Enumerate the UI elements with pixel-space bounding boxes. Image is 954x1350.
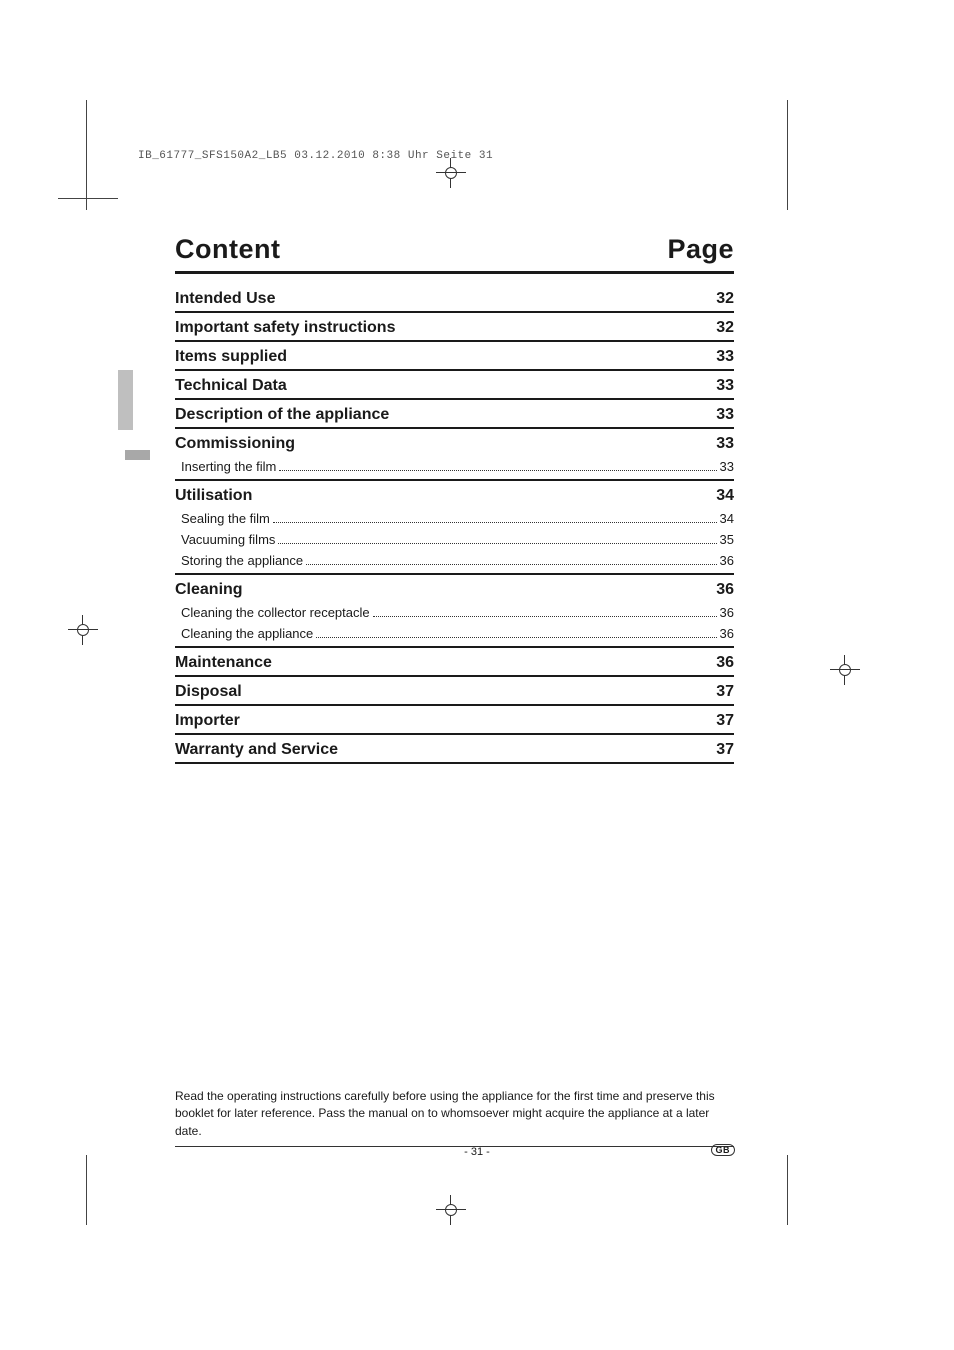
toc-section-page: 33 xyxy=(716,435,734,453)
registration-mark-icon xyxy=(436,158,466,188)
registration-mark-icon xyxy=(436,1195,466,1225)
toc-section-label: Important safety instructions xyxy=(175,319,395,337)
crop-mark xyxy=(787,1155,788,1225)
toc-section-page: 37 xyxy=(716,712,734,730)
page-number: - 31 - xyxy=(0,1146,954,1158)
toc-section-label: Technical Data xyxy=(175,377,287,395)
toc-sub-page: 36 xyxy=(720,626,734,641)
toc-body: Intended Use32Important safety instructi… xyxy=(175,284,734,764)
toc-section-label: Cleaning xyxy=(175,581,243,599)
toc-section-row: Commissioning 33 xyxy=(175,429,734,456)
toc-title-row: Content Page xyxy=(175,234,734,274)
toc-sub-page: 33 xyxy=(720,459,734,474)
toc-section-row: Intended Use 32 xyxy=(175,284,734,313)
toc-section-label: Description of the appliance xyxy=(175,406,389,424)
toc-sub-label: Sealing the film xyxy=(181,511,270,526)
toc-title-left: Content xyxy=(175,234,280,265)
toc-sub-label: Cleaning the appliance xyxy=(181,626,313,641)
registration-mark-icon xyxy=(68,615,98,645)
toc-section-page: 33 xyxy=(716,377,734,395)
toc-leader-dots xyxy=(278,543,716,544)
toc-sub-page: 34 xyxy=(720,511,734,526)
toc-sub-row: Sealing the film 34 xyxy=(175,508,734,529)
toc-sub-page: 36 xyxy=(720,553,734,568)
toc-sub-label: Cleaning the collector receptacle xyxy=(181,605,370,620)
toc-section-row: Disposal 37 xyxy=(175,677,734,706)
crop-mark xyxy=(58,198,118,199)
toc-section-label: Disposal xyxy=(175,683,242,701)
toc-section-with-subs: Utilisation 34 Sealing the film 34 Vacuuming… xyxy=(175,481,734,575)
toc-section-label: Intended Use xyxy=(175,290,275,308)
thumb-tab xyxy=(125,450,150,460)
print-header-info: IB_61777_SFS150A2_LB5 03.12.2010 8:38 Uh… xyxy=(138,150,493,162)
toc-section-page: 37 xyxy=(716,741,734,759)
toc-leader-dots xyxy=(373,616,717,617)
toc-section-page: 32 xyxy=(716,319,734,337)
toc-section-label: Maintenance xyxy=(175,654,272,672)
toc-sub-row: Cleaning the appliance 36 xyxy=(175,623,734,644)
footer-note: Read the operating instructions carefull… xyxy=(175,1088,734,1147)
toc-title-right: Page xyxy=(667,234,734,265)
toc-section-row: Utilisation 34 xyxy=(175,481,734,508)
toc-section-row: Description of the appliance 33 xyxy=(175,400,734,429)
toc-sub-label: Vacuuming films xyxy=(181,532,275,547)
toc-section-label: Importer xyxy=(175,712,240,730)
toc-section-page: 34 xyxy=(716,487,734,505)
toc-section-page: 33 xyxy=(716,348,734,366)
toc-section-row: Cleaning 36 xyxy=(175,575,734,602)
toc-section-row: Warranty and Service 37 xyxy=(175,735,734,764)
toc-leader-dots xyxy=(273,522,717,523)
toc-sub-label: Storing the appliance xyxy=(181,553,303,568)
toc-section-with-subs: Cleaning36Cleaning the collector recepta… xyxy=(175,575,734,648)
toc-section-row: Items supplied 33 xyxy=(175,342,734,371)
toc-section-label: Commissioning xyxy=(175,435,295,453)
toc-section-row: Maintenance 36 xyxy=(175,648,734,677)
toc-section-page: 32 xyxy=(716,290,734,308)
toc-leader-dots xyxy=(306,564,716,565)
toc-section-label: Warranty and Service xyxy=(175,741,338,759)
thumb-tab xyxy=(118,370,133,430)
toc-section-page: 37 xyxy=(716,683,734,701)
toc-section-label: Items supplied xyxy=(175,348,287,366)
toc-sub-row: Cleaning the collector receptacle 36 xyxy=(175,602,734,623)
toc-sub-page: 36 xyxy=(720,605,734,620)
crop-mark xyxy=(86,100,87,210)
crop-mark xyxy=(86,1155,87,1225)
toc-section-with-subs: Commissioning 33 Inserting the film 33 xyxy=(175,429,734,481)
registration-mark-icon xyxy=(830,655,860,685)
toc-section-row: Important safety instructions 32 xyxy=(175,313,734,342)
toc-section-page: 36 xyxy=(716,581,734,599)
toc-sub-row: Storing the appliance 36 xyxy=(175,550,734,571)
toc-sub-label: Inserting the film xyxy=(181,459,276,474)
toc-sub-row: Inserting the film 33 xyxy=(175,456,734,477)
crop-mark xyxy=(787,100,788,210)
toc-section-row: Technical Data 33 xyxy=(175,371,734,400)
toc-section-row: Importer 37 xyxy=(175,706,734,735)
toc-section-page: 36 xyxy=(716,654,734,672)
toc-section-page: 33 xyxy=(716,406,734,424)
toc-leader-dots xyxy=(279,470,716,471)
toc-sub-row: Vacuuming films 35 xyxy=(175,529,734,550)
content-area: Content Page Intended Use32Important saf… xyxy=(175,234,734,764)
toc-leader-dots xyxy=(316,637,716,638)
toc-sub-page: 35 xyxy=(720,532,734,547)
toc-section-label: Utilisation xyxy=(175,487,252,505)
region-badge: GB xyxy=(711,1144,736,1156)
